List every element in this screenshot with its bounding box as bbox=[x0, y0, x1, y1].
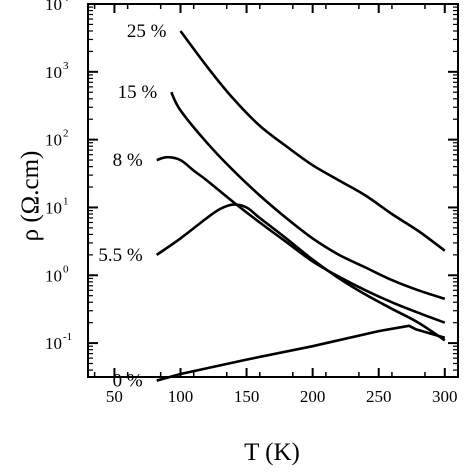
x-tick-label: 300 bbox=[432, 387, 458, 406]
plot-frame bbox=[87, 3, 459, 378]
y-tick-label: 10 bbox=[45, 63, 62, 82]
x-tick-label: 250 bbox=[366, 387, 392, 406]
y-tick-label: 10 bbox=[45, 334, 62, 353]
series-line bbox=[156, 324, 446, 382]
y-tick-exponent: 2 bbox=[63, 128, 69, 140]
y-tick-exponent: 1 bbox=[63, 195, 69, 207]
series-lines bbox=[155, 30, 446, 382]
series-labels: 25 % 15 % 8 % 5.5 % 0 % bbox=[98, 21, 166, 392]
series-line bbox=[156, 155, 446, 324]
series-line bbox=[170, 91, 446, 301]
series-label: 15 % bbox=[118, 82, 158, 103]
series-label: 25 % bbox=[127, 21, 167, 42]
y-tick-label: 10 bbox=[45, 0, 62, 14]
y-axis-ticks: 10-1100101102103104 bbox=[45, 0, 458, 371]
series-label: 0 % bbox=[113, 371, 143, 392]
y-tick-exponent: 0 bbox=[63, 263, 69, 275]
x-axis-ticks: 50 100 150 200 250 300 bbox=[93, 4, 458, 406]
series-line bbox=[179, 30, 446, 252]
y-tick-label: 10 bbox=[45, 131, 62, 150]
y-axis-title: ρ (Ω.cm) bbox=[17, 151, 44, 242]
x-tick-label: 50 bbox=[106, 387, 123, 406]
x-axis-title: T (K) bbox=[244, 439, 300, 466]
x-tick-label: 200 bbox=[300, 387, 326, 406]
y-tick-label: 10 bbox=[45, 198, 62, 217]
y-tick-label: 10 bbox=[45, 266, 62, 285]
series-label: 8 % bbox=[113, 150, 143, 171]
series-line bbox=[155, 203, 446, 342]
x-tick-label: 150 bbox=[234, 387, 260, 406]
y-tick-exponent: -1 bbox=[63, 331, 72, 343]
series-label: 5.5 % bbox=[98, 245, 143, 266]
x-tick-label: 100 bbox=[168, 387, 194, 406]
y-tick-exponent: 3 bbox=[63, 60, 69, 72]
y-tick-exponent: 4 bbox=[63, 0, 69, 4]
